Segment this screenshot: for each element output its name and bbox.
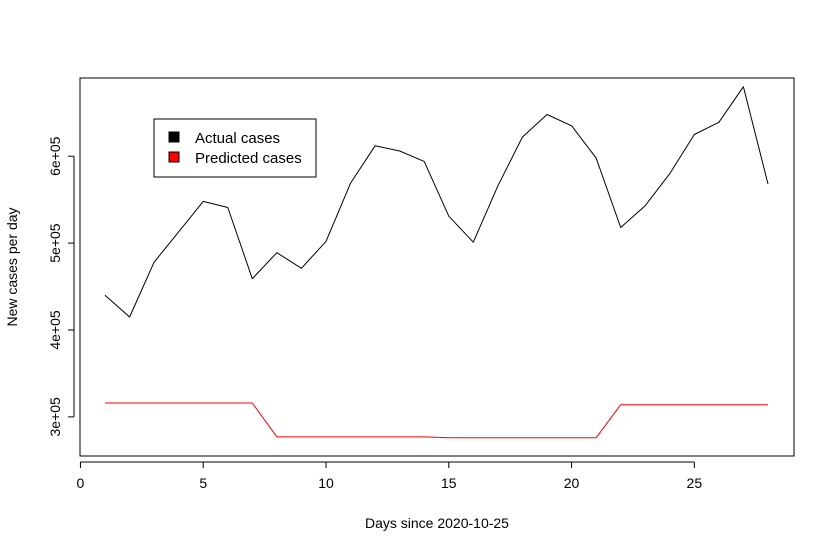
legend-box [153, 118, 317, 178]
y-axis: 3e+05 4e+05 5e+05 6e+05 [47, 136, 75, 437]
y-tick-label: 3e+05 [47, 397, 63, 437]
y-axis-title: New cases per day [4, 207, 20, 326]
plot-frame [79, 77, 795, 457]
predicted-cases-line [105, 402, 768, 439]
legend: Actual cases Predicted cases [153, 118, 317, 178]
legend-label-actual: Actual cases [195, 130, 280, 147]
y-tick-label: 6e+05 [47, 136, 63, 176]
legend-swatch-predicted [168, 151, 180, 163]
y-tick-label: 4e+05 [47, 310, 63, 350]
actual-cases-line [104, 86, 769, 318]
x-axis: 0 5 10 15 20 25 [77, 461, 703, 491]
x-tick-label: 0 [77, 475, 85, 491]
x-axis-title: Days since 2020-10-25 [365, 515, 509, 531]
x-tick-label: 10 [318, 475, 334, 491]
x-tick-label: 15 [441, 475, 457, 491]
legend-swatch-actual [168, 131, 180, 143]
x-tick-label: 25 [687, 475, 703, 491]
x-tick-label: 20 [564, 475, 580, 491]
x-tick-label: 5 [199, 475, 207, 491]
y-tick-label: 5e+05 [47, 223, 63, 263]
series-layer [104, 86, 769, 439]
legend-label-predicted: Predicted cases [195, 150, 302, 167]
